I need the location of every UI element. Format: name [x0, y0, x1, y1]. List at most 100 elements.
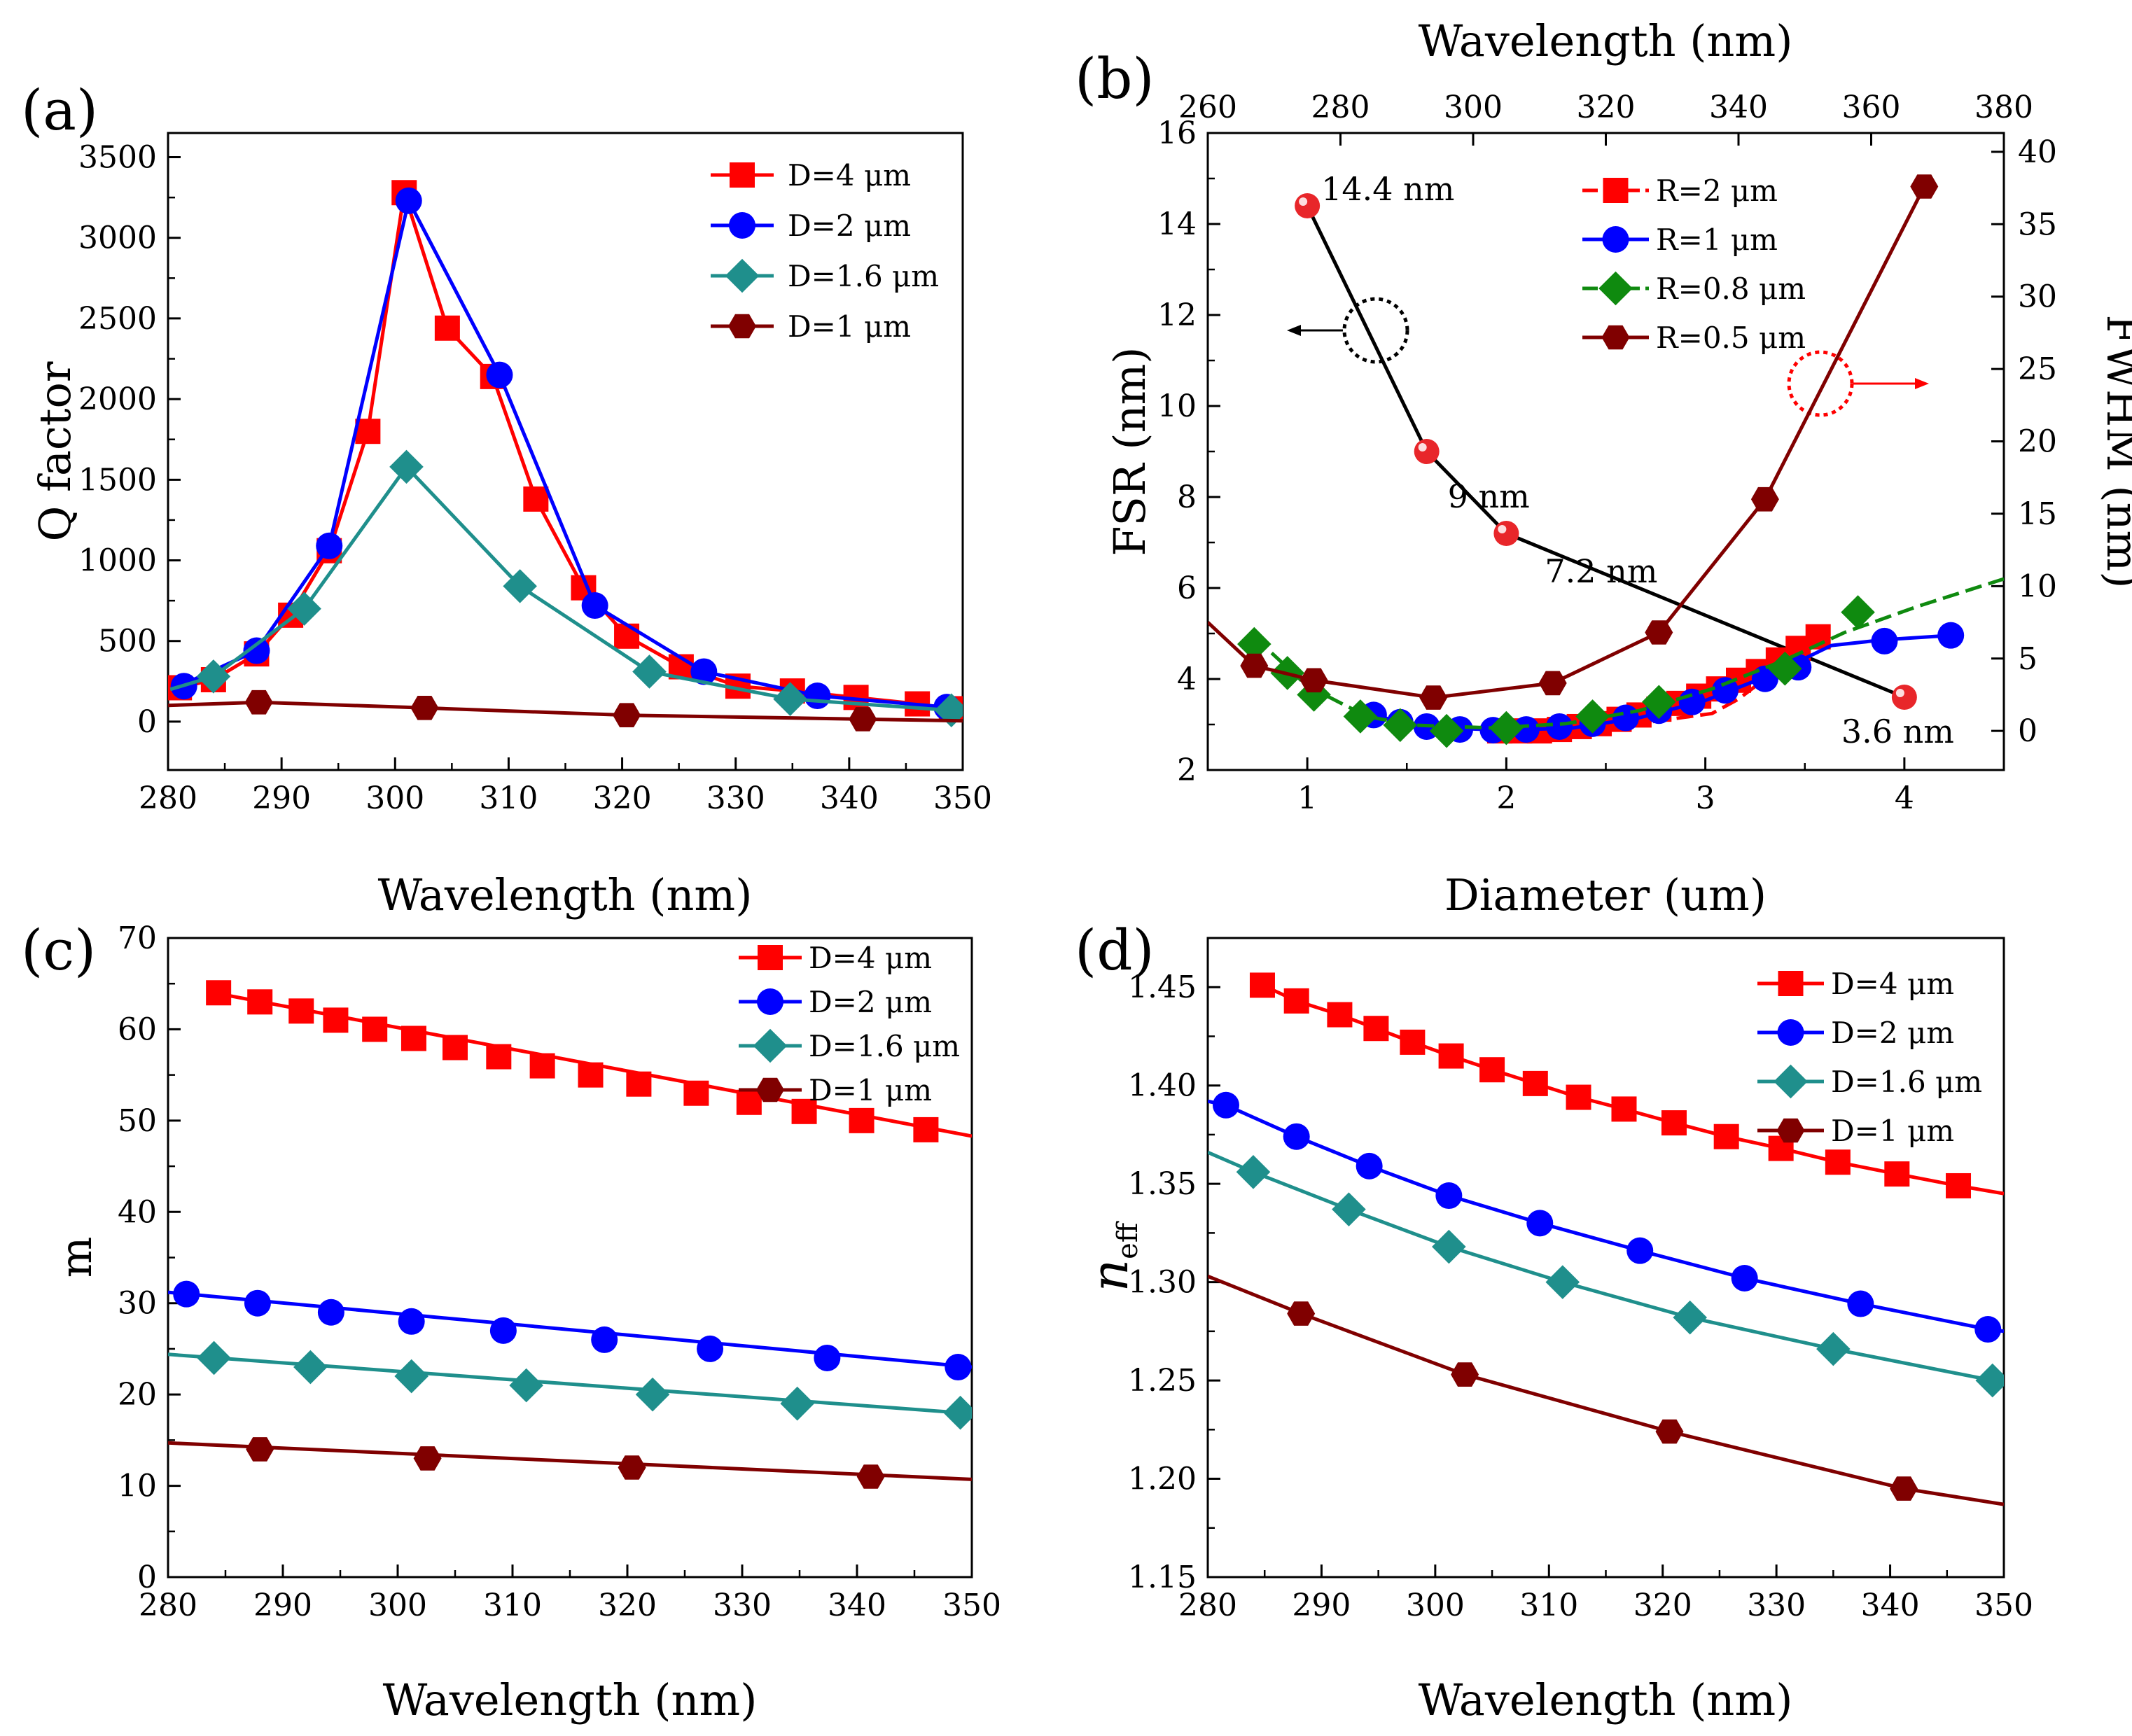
data-point	[791, 1098, 817, 1124]
series-d-1-m	[168, 690, 963, 732]
data-point	[1673, 1300, 1707, 1335]
x2-axis-title: Wavelength (nm)	[1419, 15, 1793, 66]
data-point	[1871, 627, 1898, 654]
y-tick-label: 30	[118, 1286, 157, 1322]
data-point	[913, 1116, 939, 1142]
data-point	[1546, 713, 1573, 740]
x-axis-title: Diameter (um)	[1444, 869, 1767, 920]
legend: D=4 μm D=2 μm D=1.6 μm D=1 μm	[1757, 967, 1982, 1148]
x-tick-label: 4	[1895, 780, 1914, 816]
data-point	[413, 1446, 442, 1471]
y2-tick-label: 5	[2018, 641, 2037, 677]
series-r-0-5-m	[1208, 174, 1939, 710]
legend-label: R=0.5 μm	[1656, 321, 1806, 355]
panel-label: (b)	[1075, 46, 1155, 111]
data-point	[1512, 716, 1540, 743]
x-tick-label: 320	[1633, 1588, 1692, 1623]
x-tick-label: 280	[1178, 1588, 1237, 1623]
data-point	[1731, 1264, 1758, 1292]
y2-tick-label: 25	[2018, 351, 2057, 387]
data-point	[355, 419, 381, 444]
data-point	[1363, 1016, 1389, 1042]
y-axis-title: Q factor	[29, 361, 81, 541]
y-tick-label: 8	[1177, 479, 1197, 515]
panel-label: (a)	[21, 78, 98, 143]
data-point	[1825, 1149, 1851, 1175]
series-markers	[1240, 174, 1939, 710]
data-point	[1400, 1029, 1426, 1055]
data-point	[486, 1044, 512, 1070]
x-tick-label: 290	[252, 780, 311, 816]
legend-label: R=2 μm	[1656, 174, 1778, 208]
data-point	[934, 693, 963, 728]
y-tick-label: 50	[118, 1103, 157, 1139]
y2-axis-title: FWHM (nm)	[2097, 314, 2132, 588]
x-tick-label: 300	[1406, 1588, 1465, 1623]
y-tick-label: 1.30	[1128, 1265, 1197, 1301]
y-tick-label: 12	[1157, 298, 1197, 333]
x2-tick-label: 360	[1842, 90, 1901, 125]
data-point	[244, 1289, 271, 1317]
y2-tick-label: 30	[2018, 279, 2057, 315]
series-d-2-m	[1208, 1091, 2004, 1343]
data-point	[1611, 1096, 1637, 1122]
x-tick-label: 330	[1747, 1588, 1806, 1623]
data-point	[697, 1335, 724, 1362]
data-point	[1489, 710, 1524, 746]
y-tick-label: 60	[118, 1011, 157, 1047]
series-markers	[244, 690, 877, 732]
data-point	[945, 1354, 972, 1381]
data-point	[529, 1053, 555, 1079]
y-tick-label: 0	[137, 1560, 157, 1595]
y-tick-label: 4	[1177, 662, 1197, 697]
data-point	[1975, 1363, 2004, 1398]
y-tick-label: 1.20	[1128, 1462, 1197, 1497]
legend-label: D=1.6 μm	[809, 1029, 960, 1063]
series-d-1-m	[1208, 1274, 2004, 1506]
legend: D=4 μm D=2 μm D=1.6 μm D=1 μm	[711, 158, 939, 344]
data-point	[503, 569, 537, 603]
series-d-1-6-m	[1208, 1150, 2004, 1398]
x-tick-label: 300	[365, 780, 424, 816]
y-tick-label: 3500	[78, 140, 157, 176]
series-markers	[196, 449, 963, 728]
x-axis-title: Wavelength (nm)	[383, 1674, 758, 1726]
data-point	[1343, 699, 1378, 734]
data-point	[626, 1071, 652, 1097]
x2-tick-label: 340	[1709, 90, 1768, 125]
legend: R=2 μm R=1 μm R=0.8 μm R=0.5 μm	[1582, 174, 1806, 355]
data-point	[1575, 699, 1610, 734]
data-point	[317, 1298, 344, 1326]
y2-tick-label: 15	[2018, 496, 2057, 532]
series-markers	[173, 1280, 972, 1381]
legend-marker	[725, 258, 760, 293]
left-arrow-head-icon	[1287, 325, 1301, 336]
data-point	[1432, 1229, 1466, 1264]
legend-label: D=2 μm	[1831, 1016, 1954, 1050]
series-line	[168, 1352, 972, 1415]
data-point	[1287, 1301, 1316, 1326]
data-point	[1841, 595, 1875, 629]
data-point	[591, 1326, 618, 1353]
series-d-1-6-m	[169, 449, 963, 728]
data-point	[288, 998, 314, 1024]
legend-label: D=1 μm	[809, 1073, 932, 1107]
data-point	[196, 659, 231, 694]
x-tick-label: 310	[479, 780, 538, 816]
legend-marker	[757, 988, 783, 1015]
y-axis-title-main: n	[1080, 1259, 1139, 1292]
y-tick-label: 0	[137, 704, 157, 740]
x2-tick-label: 300	[1444, 90, 1503, 125]
data-point	[1816, 1331, 1851, 1366]
data-point	[943, 1395, 972, 1430]
y-tick-label: 6	[1177, 570, 1197, 606]
y-tick-label: 1.25	[1128, 1363, 1197, 1399]
series-d-4-m	[206, 980, 972, 1142]
y2-tick-label: 10	[2018, 568, 2057, 604]
y-tick-label: 1000	[78, 543, 157, 579]
x2-tick-label: 380	[1974, 90, 2033, 125]
data-point	[578, 1062, 604, 1088]
legend-label: R=0.8 μm	[1656, 272, 1806, 306]
legend-marker	[1778, 971, 1804, 996]
y-tick-label: 2	[1177, 752, 1197, 788]
